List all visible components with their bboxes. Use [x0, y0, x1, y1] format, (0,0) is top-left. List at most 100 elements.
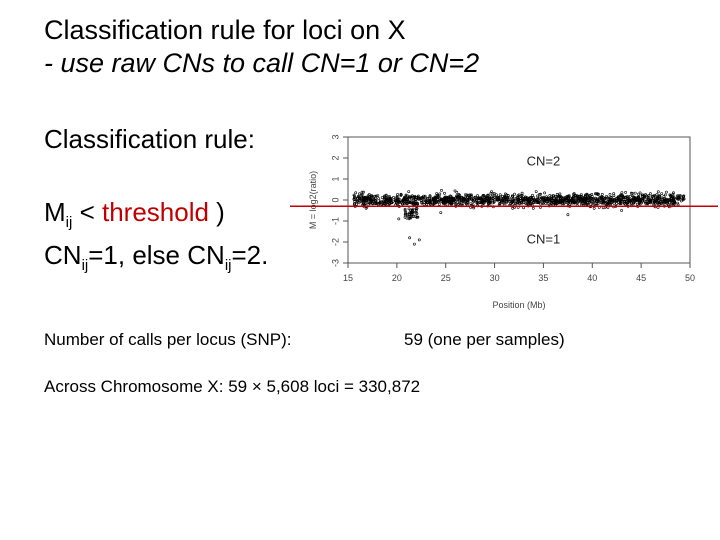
data-point	[469, 193, 473, 197]
data-point	[488, 197, 492, 201]
data-point	[526, 202, 530, 206]
calls-label: Number of calls per locus (SNP):	[44, 330, 292, 349]
data-point	[550, 197, 554, 201]
data-point	[640, 201, 644, 205]
data-point	[580, 198, 583, 202]
data-point	[567, 195, 571, 198]
x-tick-label: 35	[538, 273, 548, 283]
data-point	[544, 199, 548, 202]
data-point	[606, 199, 610, 203]
data-point	[566, 213, 570, 217]
data-point	[565, 199, 569, 202]
data-point	[429, 201, 432, 205]
data-point	[367, 198, 370, 201]
data-point	[371, 202, 375, 206]
data-point	[535, 199, 539, 203]
data-point	[570, 201, 574, 205]
data-point	[453, 189, 457, 193]
data-point	[524, 198, 528, 202]
data-point	[536, 194, 540, 198]
data-point	[412, 202, 415, 206]
data-point	[503, 195, 507, 198]
data-point	[414, 201, 418, 205]
data-point	[491, 201, 495, 205]
x-tick-label: 25	[441, 273, 451, 283]
data-point	[569, 196, 573, 200]
data-point	[628, 194, 632, 198]
data-point	[671, 192, 675, 196]
data-point	[571, 196, 575, 200]
data-point	[612, 192, 616, 196]
data-point	[455, 190, 459, 194]
data-point	[380, 196, 384, 200]
data-point	[511, 200, 515, 204]
data-point	[643, 196, 647, 199]
data-point	[558, 194, 561, 198]
rule-line-2: CNij=1, else CNij=2.	[44, 239, 268, 282]
data-point	[496, 196, 500, 200]
data-point	[476, 194, 479, 198]
data-point	[652, 201, 656, 205]
data-point	[407, 207, 411, 211]
data-point	[466, 198, 470, 202]
data-point	[450, 196, 454, 200]
data-point	[622, 195, 626, 199]
across-chromosome-text: Across Chromosome X: 59 × 5,608 loci = 3…	[44, 377, 421, 396]
data-point	[394, 197, 397, 201]
data-point	[414, 207, 418, 211]
data-point	[537, 196, 541, 200]
data-point	[583, 201, 587, 204]
data-point	[660, 197, 664, 201]
data-point	[446, 196, 450, 200]
data-point	[595, 200, 599, 204]
data-point	[637, 197, 641, 201]
data-point	[672, 201, 676, 204]
data-point	[492, 200, 496, 204]
data-point	[552, 197, 556, 201]
data-point	[498, 193, 502, 197]
data-point	[656, 197, 659, 201]
data-point	[439, 199, 443, 203]
data-point	[422, 201, 426, 204]
data-point	[517, 198, 521, 202]
data-point	[409, 201, 413, 205]
data-point	[438, 199, 441, 203]
data-point	[631, 194, 635, 198]
y-tick-label: -1	[330, 217, 340, 225]
rule-text: Mij < threshold ) CNij=1, else CNij=2.	[44, 196, 268, 282]
data-point	[479, 198, 483, 201]
data-points	[352, 189, 686, 246]
data-point	[561, 199, 565, 203]
data-point	[516, 196, 519, 199]
data-point	[655, 200, 658, 204]
data-point	[455, 198, 459, 202]
data-point	[468, 193, 471, 197]
data-point	[624, 198, 628, 202]
data-point	[357, 196, 361, 200]
data-point	[657, 202, 661, 206]
data-point	[426, 197, 430, 200]
data-point	[449, 199, 453, 203]
data-point	[575, 194, 579, 198]
data-point	[408, 236, 412, 240]
data-point	[532, 198, 536, 202]
data-point	[600, 201, 604, 205]
data-point	[366, 194, 370, 198]
data-point	[390, 197, 394, 201]
data-point	[640, 198, 644, 201]
data-point	[543, 191, 547, 195]
data-point	[375, 201, 379, 205]
rule-line-1: Mij < threshold )	[44, 196, 268, 239]
data-point	[555, 193, 559, 196]
data-point	[506, 196, 510, 200]
data-point	[592, 206, 596, 210]
data-point	[637, 196, 641, 199]
data-point	[472, 200, 476, 204]
data-point	[465, 193, 469, 197]
data-point	[402, 198, 406, 202]
data-point	[600, 193, 604, 196]
data-point	[620, 191, 624, 195]
data-point	[615, 199, 619, 202]
data-point	[368, 201, 372, 205]
data-point	[590, 202, 594, 205]
